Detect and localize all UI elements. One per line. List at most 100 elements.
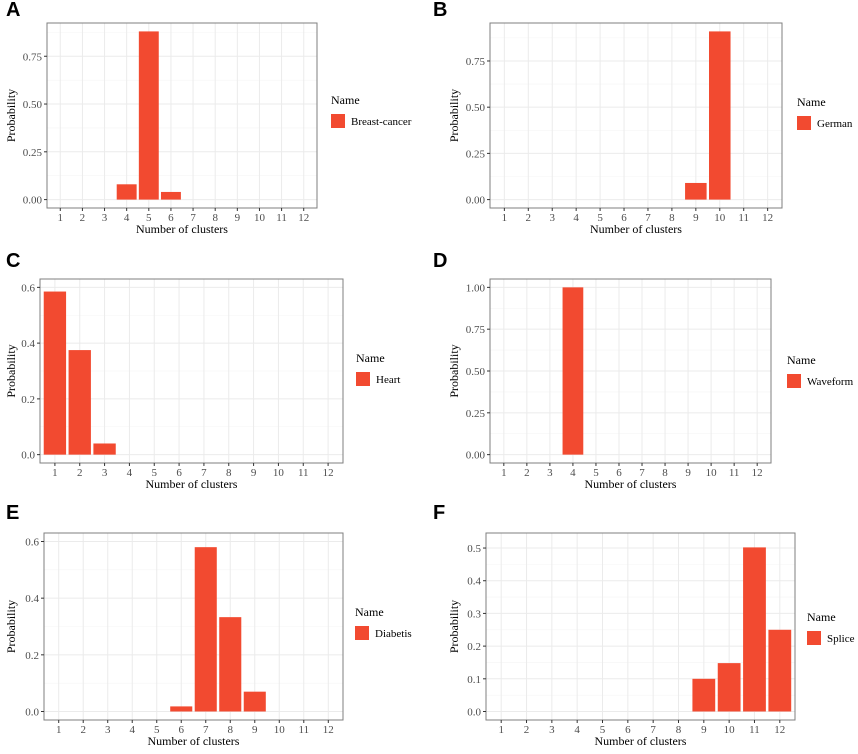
panel-c-legend-label: Heart: [376, 374, 400, 386]
panel-d-legend-swatch: [787, 374, 801, 388]
panel-f-ytick-label: 0.0: [467, 707, 481, 719]
panel-c-bar-3: [93, 443, 116, 455]
panel-b-xlabel: Number of clusters: [590, 222, 682, 236]
panel-d: D0.000.250.500.751.001 2 3 4 5 6 7 8 9 10 11 12Numb…: [433, 250, 854, 491]
panel-b-ylabel: Probability: [447, 89, 461, 142]
panel-f-ytick-label: 0.2: [467, 641, 481, 653]
panel-c-letter: C: [6, 250, 20, 272]
panel-a-xtick-label: 1: [58, 212, 64, 224]
panel-d-legend-title: Name: [787, 353, 816, 367]
panel-a-bar-5: [138, 31, 159, 200]
panel-e-xlabel: Number of clusters: [148, 734, 240, 748]
panel-a-xtick-label: 6: [168, 212, 174, 224]
panel-b-xtick-label: 10: [714, 212, 726, 224]
panel-f-xtick-label: 6: [625, 724, 631, 736]
panel-f-xtick-label: 1: [498, 724, 504, 736]
panel-c-xtick-label: 3: [102, 467, 108, 479]
panel-f-letter: F: [433, 502, 445, 524]
panel-f-xtick-label: 8: [676, 724, 682, 736]
panel-f-xtick-label: 5: [600, 724, 606, 736]
panel-c-xlabel: Number of clusters: [146, 477, 238, 491]
panel-f-bar-12: [768, 629, 792, 712]
panel-e-bar-7: [194, 547, 217, 712]
panel-d-ytick-label: 1.00: [466, 282, 486, 294]
panel-c-xtick-label: 7: [201, 467, 207, 479]
panel-b-xtick-label: 12: [762, 212, 773, 224]
panel-d-bar-4: [562, 287, 584, 455]
panel-e-ytick-label: 0.0: [25, 707, 39, 719]
panel-b-bar-10: [709, 31, 731, 200]
panel-f: F0.00.10.20.30.40.51 2 3 4 5 6 7 8 9 10 11 12Number…: [433, 502, 855, 748]
panel-b-xtick-label: 8: [669, 212, 675, 224]
panel-b-xtick-label: 7: [645, 212, 651, 224]
panel-a-xtick-label: 3: [102, 212, 108, 224]
panel-b-xtick-label: 11: [738, 212, 749, 224]
panel-d-ylabel: Probability: [447, 344, 461, 397]
panel-d-ytick-label: 0.25: [466, 408, 486, 420]
panel-b-xtick-label: 2: [526, 212, 532, 224]
panel-c-ytick-label: 0.6: [21, 282, 35, 294]
panel-d-legend-label: Waveform: [807, 376, 854, 388]
panel-c-xtick-label: 4: [127, 467, 133, 479]
panel-f-legend-title: Name: [807, 610, 836, 624]
panel-e-xtick-label: 7: [203, 724, 209, 736]
panel-b-xtick-label: 5: [597, 212, 603, 224]
panel-a-legend-swatch: [331, 114, 345, 128]
panel-e-xtick-label: 10: [274, 724, 286, 736]
panel-f-bar-11: [743, 547, 766, 712]
panel-a-xlabel: Number of clusters: [136, 222, 228, 236]
panel-f-plot-frame: [485, 532, 796, 721]
panel-b-xtick-label: 1: [502, 212, 508, 224]
panel-c-xtick-label: 12: [323, 467, 334, 479]
panel-a-xtick-label: 7: [190, 212, 196, 224]
panel-b-ytick-label: 0.00: [466, 195, 486, 207]
panel-e-ytick-label: 0.2: [25, 650, 39, 662]
panel-c-legend-title: Name: [356, 351, 385, 365]
panel-b-bar-9: [685, 182, 707, 200]
panel-e-xtick-label: 3: [105, 724, 111, 736]
panel-b-xtick-label: 9: [693, 212, 699, 224]
panel-f-ytick-label: 0.4: [467, 576, 481, 588]
panel-a-ytick-label: 0.50: [23, 99, 43, 111]
panel-f-xtick-label: 4: [574, 724, 580, 736]
panel-e-xtick-label: 6: [178, 724, 184, 736]
panel-c-xtick-label: 5: [151, 467, 157, 479]
panel-c-xtick-label: 10: [273, 467, 285, 479]
panel-d-xtick-label: 1: [501, 467, 507, 479]
panel-b-ytick-label: 0.50: [466, 102, 486, 114]
panel-e-xtick-label: 11: [298, 724, 309, 736]
panel-b-legend-title: Name: [797, 95, 826, 109]
panel-b-xtick-label: 4: [573, 212, 579, 224]
panel-f-xtick-label: 3: [549, 724, 555, 736]
panel-d-xtick-label: 7: [639, 467, 645, 479]
panel-d-xtick-label: 6: [616, 467, 622, 479]
panel-f-ytick-label: 0.3: [467, 608, 481, 620]
panel-e-legend-title: Name: [355, 605, 384, 619]
panel-a-plot-frame: [46, 22, 318, 209]
panel-f-ytick-label: 0.5: [467, 543, 481, 555]
panel-e-ytick-label: 0.4: [25, 593, 39, 605]
panel-d-xtick-label: 5: [593, 467, 599, 479]
panel-b-xtick-label: 6: [621, 212, 627, 224]
panel-a-xtick-label: 4: [124, 212, 130, 224]
panel-d-legend: Name Waveform: [787, 353, 854, 388]
panel-b-ytick-label: 0.75: [466, 56, 486, 68]
panel-a-ytick-label: 0.25: [23, 147, 43, 159]
panel-a-ylabel: Probability: [4, 89, 18, 142]
panel-d-ytick-label: 0.50: [466, 366, 486, 378]
panel-e-bar-6: [170, 706, 193, 712]
panel-a-ytick-label: 0.75: [23, 51, 43, 63]
panel-e-ylabel: Probability: [4, 600, 18, 653]
panel-e-plot-frame: [43, 532, 344, 721]
panel-f-xtick-label: 10: [724, 724, 736, 736]
panel-d-xtick-label: 9: [685, 467, 691, 479]
panel-f-bar-10: [717, 663, 741, 712]
panel-e-gridlines: [44, 533, 343, 720]
panel-d-xtick-label: 11: [729, 467, 740, 479]
panel-f-xtick-label: 7: [650, 724, 656, 736]
panel-f-legend-label: Splice: [827, 633, 855, 645]
panel-f-xtick-label: 2: [524, 724, 530, 736]
panel-f-ylabel: Probability: [447, 600, 461, 653]
panel-e-ytick-label: 0.6: [25, 537, 39, 549]
